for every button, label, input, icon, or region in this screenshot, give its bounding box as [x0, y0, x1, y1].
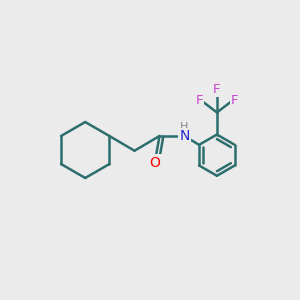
Text: O: O: [150, 155, 160, 170]
Text: F: F: [196, 94, 203, 106]
Text: H: H: [180, 122, 189, 132]
Text: F: F: [231, 94, 238, 106]
Text: N: N: [179, 129, 190, 143]
Text: F: F: [213, 83, 221, 96]
